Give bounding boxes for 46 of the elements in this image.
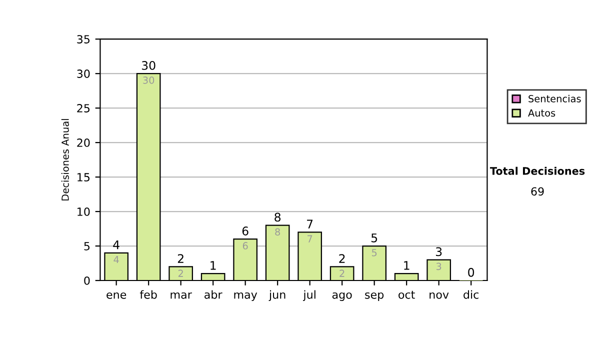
total-label: 0 (468, 268, 474, 277)
x-tick-label: abr (204, 290, 222, 299)
y-axis-title: Decisiones Anual (61, 119, 69, 200)
y-tick-label: 30 (77, 70, 90, 78)
total-label: 8 (274, 212, 281, 222)
data-label: 4 (114, 256, 119, 264)
y-tick-label: 5 (84, 242, 90, 250)
x-tick-label: ago (332, 292, 352, 301)
legend-label: Autos (528, 109, 556, 117)
total-label: 2 (339, 254, 345, 263)
total-label: 2 (178, 254, 184, 263)
x-tick-label: dic (464, 290, 479, 299)
total-label: 3 (436, 247, 442, 256)
y-tick-label: 10 (78, 208, 90, 216)
y-tick-label: 15 (78, 173, 90, 182)
total-label: 5 (371, 234, 378, 242)
y-tick-label: 35 (77, 35, 90, 44)
text: Total Decisiones (490, 166, 585, 175)
data-label: 6 (242, 242, 248, 250)
data-label: 2 (178, 270, 183, 277)
data-label: 7 (308, 235, 312, 242)
data-label: 2 (340, 270, 344, 277)
text: 69 (531, 187, 544, 196)
total-label: 4 (113, 240, 120, 250)
total-label: 7 (307, 220, 313, 228)
total-label: 1 (210, 261, 216, 270)
x-tick-label: ene (106, 292, 126, 299)
x-tick-label: feb (140, 290, 157, 299)
y-tick-label: 20 (77, 138, 90, 147)
x-tick-label: may (234, 292, 258, 301)
x-tick-label: nov (430, 292, 449, 299)
data-label: 3 (436, 262, 442, 270)
data-label: 8 (275, 228, 280, 236)
total-label: 1 (404, 261, 410, 270)
x-tick-label: jul (303, 290, 316, 301)
data-label: 5 (372, 249, 377, 256)
total-label: 30 (142, 60, 156, 70)
x-tick-label: mar (170, 292, 192, 299)
x-tick-label: oct (398, 290, 415, 299)
y-tick-label: 25 (77, 104, 90, 112)
legend-label: Sentencias (528, 94, 581, 102)
total-label: 6 (242, 226, 248, 236)
data-label: 30 (143, 76, 154, 84)
x-tick-label: sep (365, 292, 384, 301)
y-tick-label: 0 (84, 276, 90, 285)
x-tick-label: jun (268, 290, 286, 301)
